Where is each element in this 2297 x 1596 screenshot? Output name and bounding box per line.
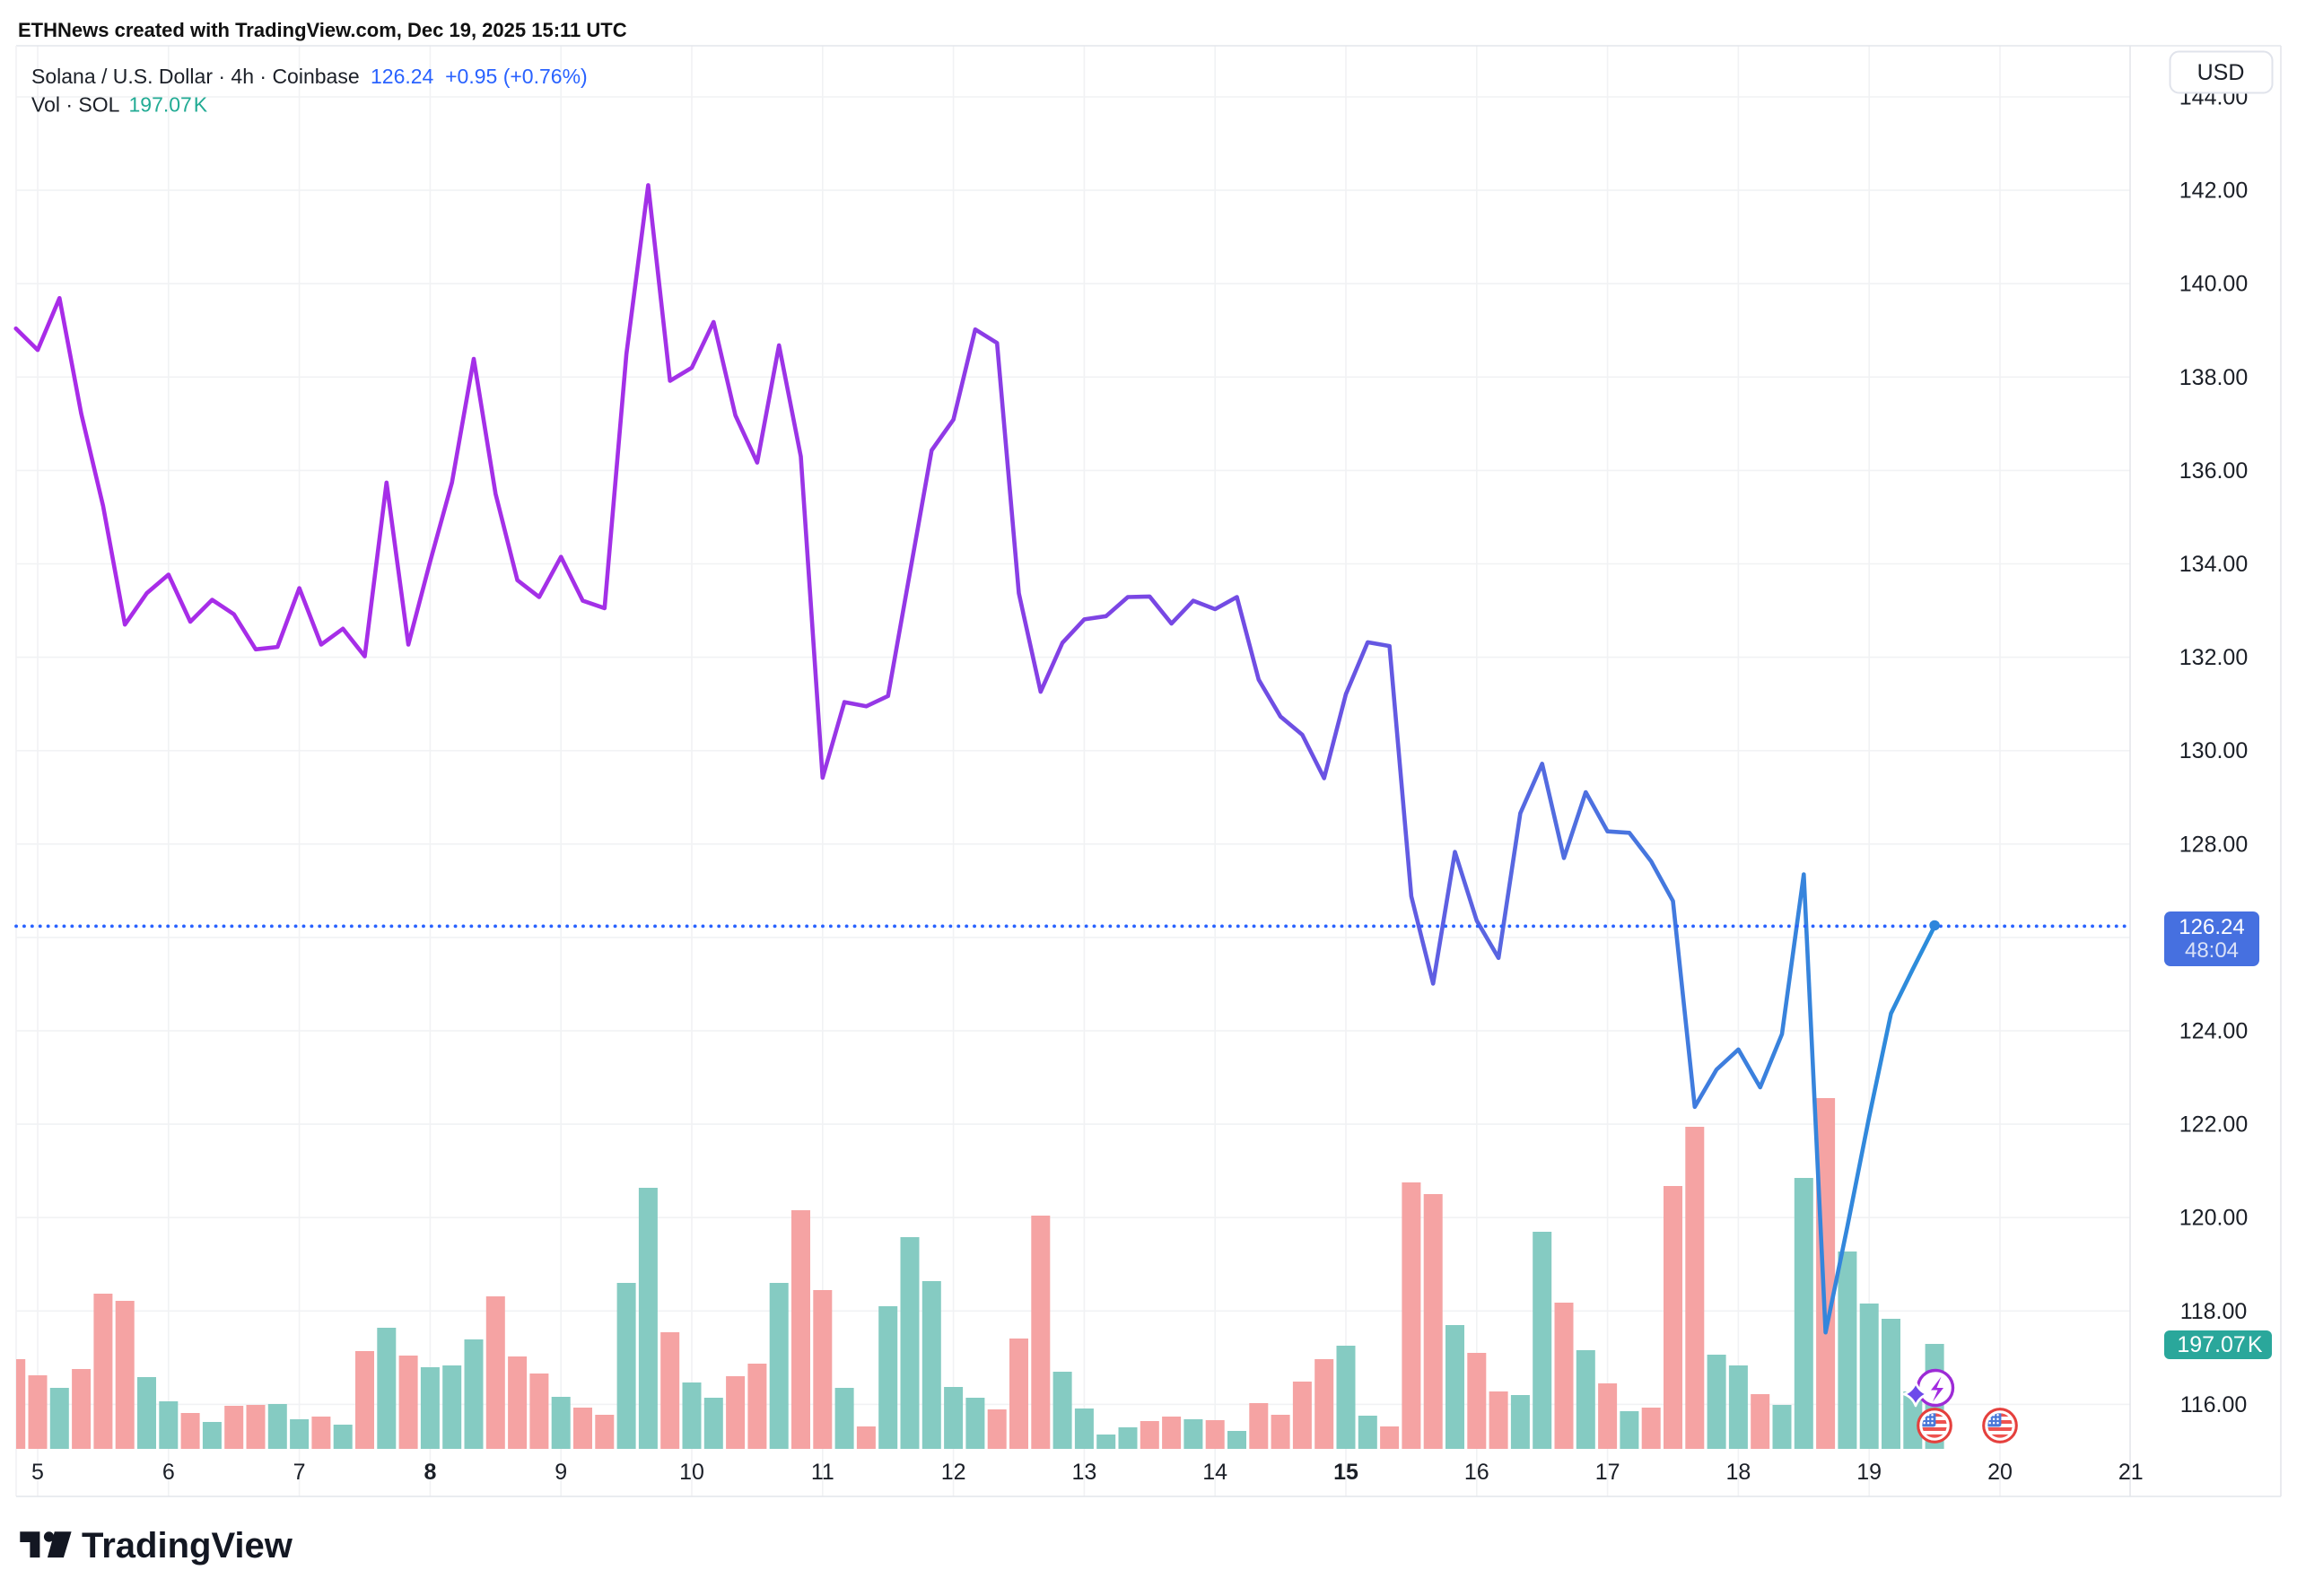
svg-text:USD: USD (2197, 60, 2245, 85)
svg-text:11: 11 (811, 1460, 834, 1485)
svg-text:128.00: 128.00 (2179, 832, 2248, 857)
svg-text:142.00: 142.00 (2179, 179, 2248, 204)
svg-text:ETHNews created with TradingVi: ETHNews created with TradingView.com, De… (18, 19, 627, 41)
svg-text:136.00: 136.00 (2179, 458, 2248, 484)
svg-text:126.24: 126.24 (2179, 915, 2244, 939)
svg-text:21: 21 (2118, 1460, 2144, 1485)
svg-text:197.07 K: 197.07 K (129, 93, 208, 117)
svg-text:20: 20 (1987, 1460, 2013, 1485)
svg-text:6: 6 (162, 1460, 175, 1485)
svg-text:7: 7 (293, 1460, 306, 1485)
svg-text:197.07 K: 197.07 K (2177, 1332, 2263, 1357)
svg-text:122.00: 122.00 (2179, 1112, 2248, 1138)
svg-text:17: 17 (1595, 1460, 1620, 1485)
svg-text:118.00: 118.00 (2180, 1299, 2248, 1324)
svg-text:130.00: 130.00 (2179, 738, 2248, 763)
svg-text:132.00: 132.00 (2179, 645, 2248, 670)
svg-text:TradingView: TradingView (82, 1526, 293, 1565)
svg-text:138.00: 138.00 (2179, 365, 2248, 390)
svg-text:16: 16 (1464, 1460, 1489, 1485)
svg-text:14: 14 (1202, 1460, 1227, 1485)
svg-text:15: 15 (1333, 1460, 1358, 1485)
svg-text:116.00: 116.00 (2180, 1392, 2248, 1417)
svg-text:19: 19 (1856, 1460, 1882, 1485)
svg-text:48:04: 48:04 (2185, 938, 2239, 963)
svg-text:8: 8 (424, 1460, 436, 1485)
svg-text:140.00: 140.00 (2179, 272, 2248, 297)
svg-text:124.00: 124.00 (2179, 1019, 2248, 1044)
svg-text:134.00: 134.00 (2179, 552, 2248, 577)
svg-text:126.24 +0.95 (+0.76%): 126.24 +0.95 (+0.76%) (371, 65, 588, 88)
svg-text:9: 9 (555, 1460, 567, 1485)
svg-text:120.00: 120.00 (2179, 1206, 2248, 1231)
svg-text:12: 12 (941, 1460, 966, 1485)
svg-text:18: 18 (1725, 1460, 1751, 1485)
svg-text:10: 10 (679, 1460, 704, 1485)
svg-text:Vol · SOL: Vol · SOL (31, 93, 120, 117)
svg-text:13: 13 (1071, 1460, 1096, 1485)
svg-text:5: 5 (31, 1460, 44, 1485)
svg-text:Solana / U.S. Dollar · 4h · Co: Solana / U.S. Dollar · 4h · Coinbase (31, 65, 360, 88)
